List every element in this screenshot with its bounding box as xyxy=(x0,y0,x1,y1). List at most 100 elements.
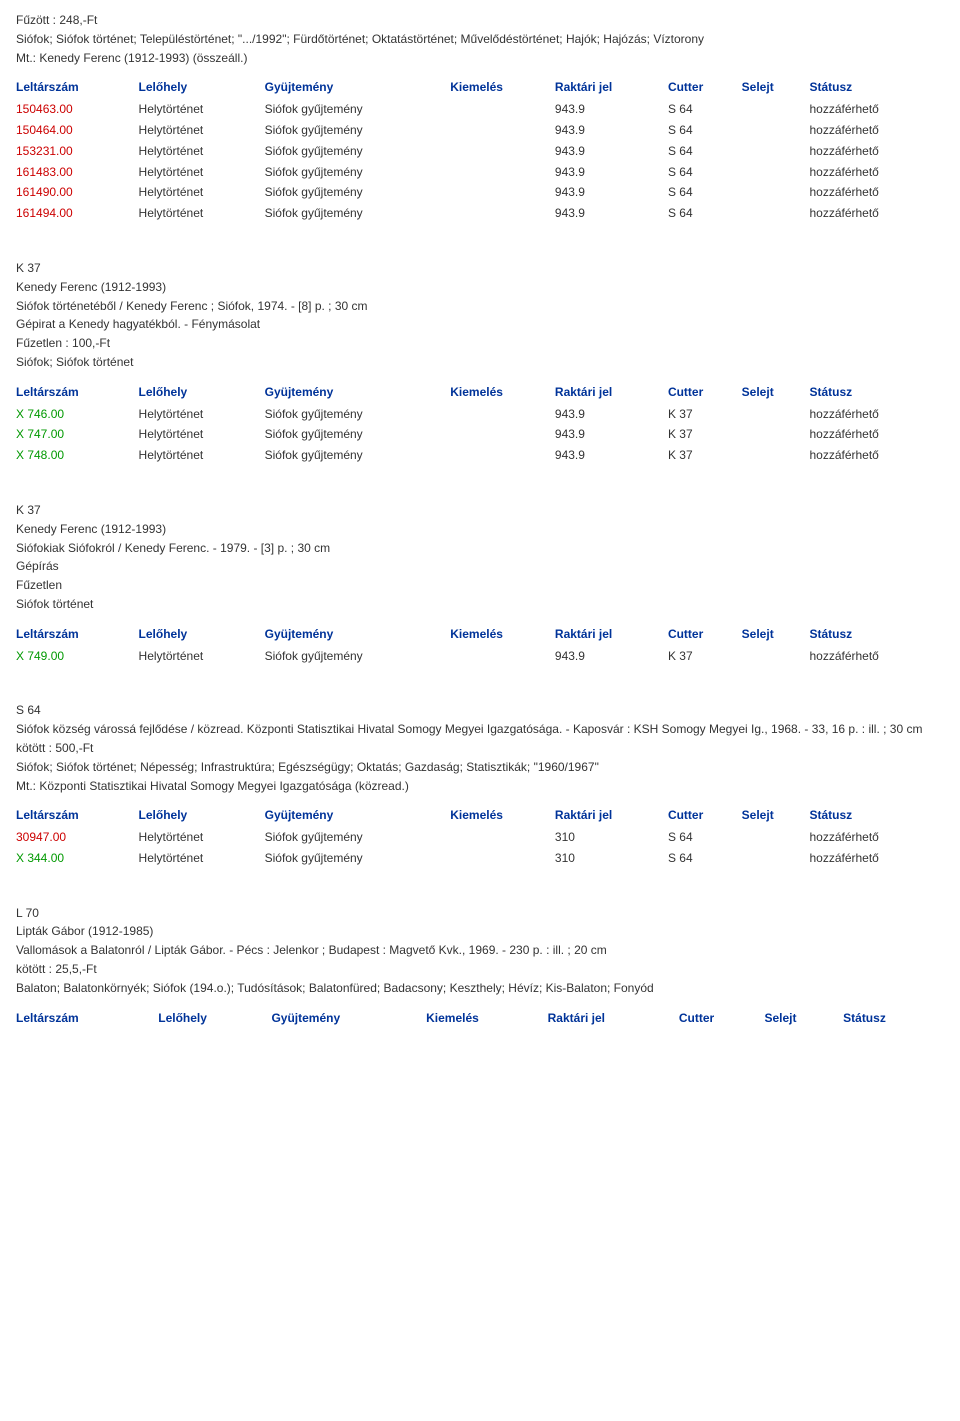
cell-lelohely: Helytörténet xyxy=(139,182,265,203)
cell-lelohely: Helytörténet xyxy=(139,203,265,224)
table-row: 161494.00HelytörténetSiófok gyűjtemény94… xyxy=(16,203,944,224)
cell-cutter: K 37 xyxy=(668,424,742,445)
cell-lelohely: Helytörténet xyxy=(139,646,265,667)
cell-selejt xyxy=(742,99,810,120)
col-header-kiemeles: Kiemelés xyxy=(450,76,555,99)
record-text-line: K 37 xyxy=(16,260,944,277)
cell-status: hozzáférhető xyxy=(809,445,944,466)
col-header-selejt: Selejt xyxy=(742,804,810,827)
cell-gyujtemeny: Siófok gyűjtemény xyxy=(265,120,451,141)
table-row: 153231.00HelytörténetSiófok gyűjtemény94… xyxy=(16,141,944,162)
cell-selejt xyxy=(742,848,810,869)
col-header-lelohely: Lelőhely xyxy=(139,381,265,404)
col-header-statusz: Státusz xyxy=(809,76,944,99)
inventory-id: 161494.00 xyxy=(16,203,139,224)
col-header-leltarszam: Leltárszám xyxy=(16,623,139,646)
cell-gyujtemeny: Siófok gyűjtemény xyxy=(265,646,451,667)
inventory-id: 161483.00 xyxy=(16,162,139,183)
col-header-kiemeles: Kiemelés xyxy=(450,804,555,827)
cell-status: hozzáférhető xyxy=(809,120,944,141)
inventory-id: 161490.00 xyxy=(16,182,139,203)
col-header-cutter: Cutter xyxy=(679,1007,765,1030)
cell-gyujtemeny: Siófok gyűjtemény xyxy=(265,445,451,466)
inventory-id: X 746.00 xyxy=(16,404,139,425)
cell-gyujtemeny: Siófok gyűjtemény xyxy=(265,141,451,162)
cell-raktari: 943.9 xyxy=(555,424,668,445)
cell-selejt xyxy=(742,203,810,224)
cell-cutter: S 64 xyxy=(668,162,742,183)
record-block: L 70Lipták Gábor (1912-1985) Vallomások … xyxy=(16,905,944,1030)
record-text-line: Siófok; Siófok történet; Népesség; Infra… xyxy=(16,759,944,776)
col-header-selejt: Selejt xyxy=(742,381,810,404)
inventory-id: 153231.00 xyxy=(16,141,139,162)
cell-cutter: S 64 xyxy=(668,848,742,869)
cell-kiemeles xyxy=(450,646,555,667)
cell-raktari: 943.9 xyxy=(555,182,668,203)
cell-kiemeles xyxy=(450,404,555,425)
record-block: K 37Kenedy Ferenc (1912-1993) Siófokiak … xyxy=(16,502,944,666)
record-text-line: Fűzött : 248,-Ft xyxy=(16,12,944,29)
cell-gyujtemeny: Siófok gyűjtemény xyxy=(265,424,451,445)
col-header-statusz: Státusz xyxy=(843,1007,944,1030)
cell-status: hozzáférhető xyxy=(809,141,944,162)
table-row: X 748.00HelytörténetSiófok gyűjtemény943… xyxy=(16,445,944,466)
cell-selejt xyxy=(742,120,810,141)
cell-cutter: S 64 xyxy=(668,203,742,224)
record-text-line: S 64 xyxy=(16,702,944,719)
record-text-line: Siófok történetéből / Kenedy Ferenc ; Si… xyxy=(16,298,944,315)
cell-cutter: K 37 xyxy=(668,445,742,466)
record-block: K 37 Kenedy Ferenc (1912-1993) Siófok tör… xyxy=(16,260,944,466)
cell-kiemeles xyxy=(450,182,555,203)
record-text-line: Vallomások a Balatonról / Lipták Gábor. … xyxy=(16,942,944,959)
cell-cutter: K 37 xyxy=(668,404,742,425)
cell-lelohely: Helytörténet xyxy=(139,848,265,869)
cell-status: hozzáférhető xyxy=(809,203,944,224)
table-row: 161490.00HelytörténetSiófok gyűjtemény 94… xyxy=(16,182,944,203)
cell-cutter: K 37 xyxy=(668,646,742,667)
col-header-leltarszam: Leltárszám xyxy=(16,76,139,99)
cell-gyujtemeny: Siófok gyűjtemény xyxy=(265,99,451,120)
col-header-gyujtemeny: Gyüjtemény xyxy=(265,804,451,827)
col-header-selejt: Selejt xyxy=(742,623,810,646)
record-text-line: Mt.: Kenedy Ferenc (1912-1993) (összeáll… xyxy=(16,50,944,67)
col-header-kiemeles: Kiemelés xyxy=(426,1007,548,1030)
inventory-table: LeltárszámLelőhelyGyüjteményKiemelésRakt… xyxy=(16,76,944,224)
cell-gyujtemeny: Siófok gyűjtemény xyxy=(265,404,451,425)
col-header-kiemeles: Kiemelés xyxy=(450,623,555,646)
inventory-id: 150463.00 xyxy=(16,99,139,120)
record-text-line: kötött : 25,5,-Ft xyxy=(16,961,944,978)
cell-status: hozzáférhető xyxy=(809,162,944,183)
cell-status: hozzáférhető xyxy=(809,827,944,848)
record-text-line: Gépirat a Kenedy hagyatékból. - Fénymáso… xyxy=(16,316,944,333)
col-header-cutter: Cutter xyxy=(668,381,742,404)
table-row: 161483.00HelytörténetSiófok gyűjtemény94… xyxy=(16,162,944,183)
cell-lelohely: Helytörténet xyxy=(139,424,265,445)
col-header-gyujtemeny: Gyüjtemény xyxy=(265,623,451,646)
cell-raktari: 943.9 xyxy=(555,646,668,667)
record-text-line: Fűzetlen : 100,-Ft xyxy=(16,335,944,352)
record-text-line: Kenedy Ferenc (1912-1993) xyxy=(16,279,944,296)
cell-cutter: S 64 xyxy=(668,827,742,848)
cell-lelohely: Helytörténet xyxy=(139,162,265,183)
cell-raktari: 943.9 xyxy=(555,404,668,425)
cell-gyujtemeny: Siófok gyűjtemény xyxy=(265,182,451,203)
cell-kiemeles xyxy=(450,99,555,120)
inventory-id: 150464.00 xyxy=(16,120,139,141)
col-header-statusz: Státusz xyxy=(809,381,944,404)
record-text-line: Siófok; Siófok történet; Településtörtén… xyxy=(16,31,944,48)
cell-status: hozzáférhető xyxy=(809,646,944,667)
record-text-line: L 70 xyxy=(16,905,944,922)
table-row: X 746.00HelytörténetSiófok gyűjtemény 943… xyxy=(16,404,944,425)
col-header-cutter: Cutter xyxy=(668,76,742,99)
col-header-cutter: Cutter xyxy=(668,804,742,827)
cell-selejt xyxy=(742,827,810,848)
col-header-raktari: Raktári jel xyxy=(555,623,668,646)
cell-lelohely: Helytörténet xyxy=(139,404,265,425)
cell-selejt xyxy=(742,424,810,445)
cell-raktari: 943.9 xyxy=(555,141,668,162)
col-header-cutter: Cutter xyxy=(668,623,742,646)
cell-status: hozzáférhető xyxy=(809,99,944,120)
inventory-table: LeltárszámLelőhelyGyüjteményKiemelésRakt… xyxy=(16,1007,944,1030)
inventory-table: LeltárszámLelőhelyGyüjteményKiemelésRakt… xyxy=(16,804,944,868)
cell-raktari: 943.9 xyxy=(555,445,668,466)
